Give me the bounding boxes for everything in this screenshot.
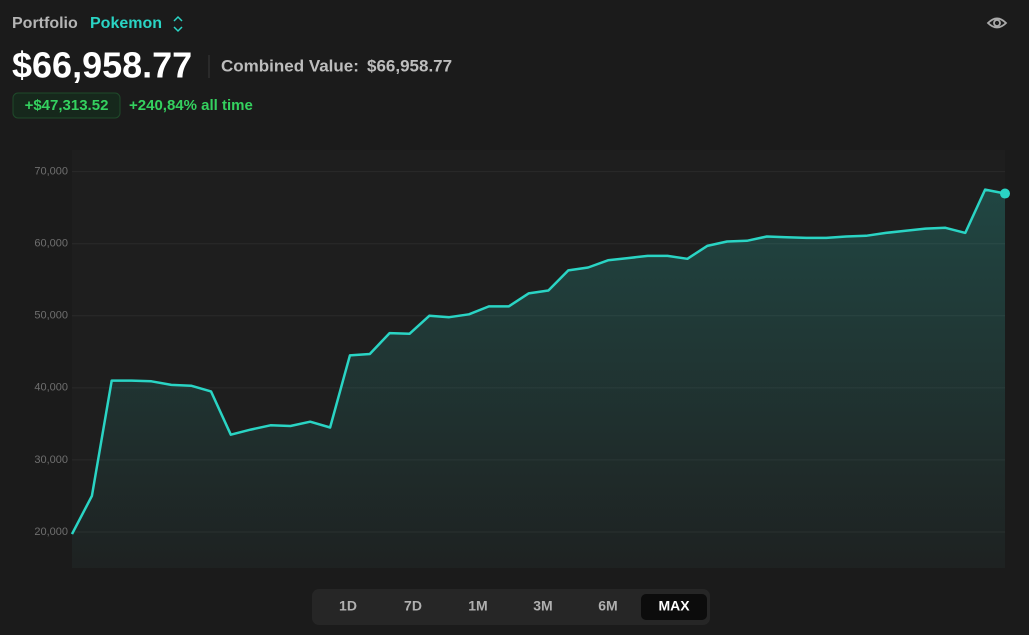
combined-label: Combined Value: (221, 56, 359, 75)
portfolio-value: $66,958.77 (12, 45, 192, 86)
range-button[interactable]: 6M (598, 598, 617, 614)
change-percent: +240,84% all time (129, 97, 253, 114)
value-line (70, 188, 1006, 535)
y-tick-label: 40,000 (34, 382, 68, 394)
y-tick-label: 20,000 (34, 526, 68, 538)
portfolio-label: Portfolio (12, 15, 78, 32)
y-tick-label: 70,000 (34, 166, 68, 178)
range-button[interactable]: 1M (468, 598, 487, 614)
current-point (1000, 188, 1010, 199)
y-tick-label: 60,000 (34, 238, 68, 250)
portfolio-name[interactable]: Pokemon (90, 15, 162, 32)
y-tick-label: 30,000 (34, 454, 68, 466)
selector-icon[interactable] (173, 15, 183, 33)
range-selector (312, 589, 710, 625)
range-button[interactable]: MAX (658, 598, 690, 614)
change-amount: +$47,313.52 (25, 97, 109, 114)
range-active-bg[interactable] (641, 594, 707, 620)
y-tick-label: 50,000 (34, 310, 68, 322)
area-fill (72, 189, 1005, 568)
range-button[interactable]: 1D (339, 598, 357, 614)
range-button[interactable]: 3M (533, 598, 552, 614)
change-badge (12, 92, 121, 119)
combined-value: $66,958.77 (367, 56, 452, 75)
range-button[interactable]: 7D (404, 598, 422, 614)
eye-icon[interactable] (986, 17, 1008, 29)
